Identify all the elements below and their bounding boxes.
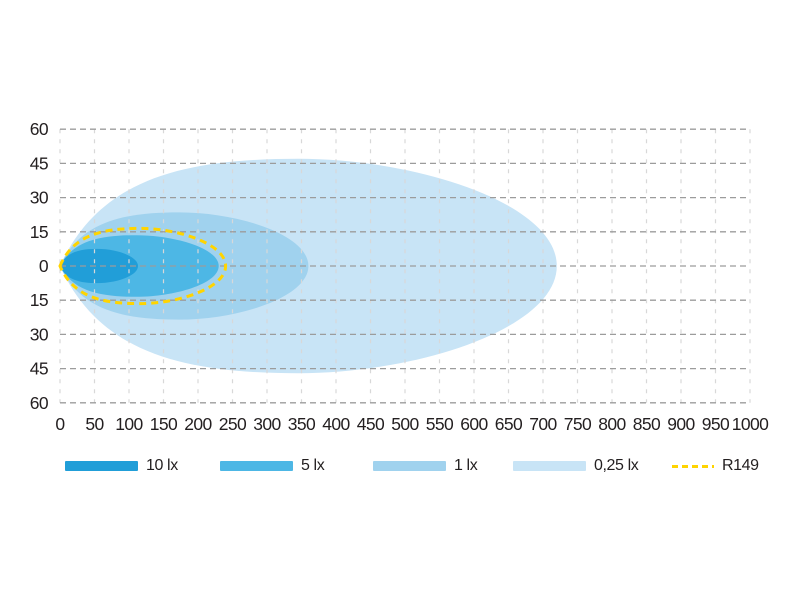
x-tick-label: 200 [184, 414, 212, 434]
x-tick-label: 0 [55, 414, 65, 434]
y-tick-label: 45 [30, 359, 48, 379]
legend-color-swatch [373, 461, 446, 471]
y-tick-label: 30 [30, 324, 49, 344]
x-tick-label: 600 [460, 414, 488, 434]
x-tick-label: 550 [426, 414, 454, 434]
legend-label: 10 lx [146, 457, 178, 474]
zone-10lx [60, 248, 138, 284]
x-tick-label: 750 [564, 414, 592, 434]
legend-color-swatch [220, 461, 293, 471]
legend-label: 5 lx [301, 457, 325, 474]
x-tick-label: 450 [357, 414, 385, 434]
x-tick-label: 800 [598, 414, 626, 434]
x-tick-label: 950 [702, 414, 730, 434]
x-tick-label: 850 [633, 414, 661, 434]
x-tick-label: 650 [495, 414, 523, 434]
y-tick-label: 30 [30, 188, 49, 208]
legend: 10 lx 5 lx 1 lx 0,25 lx R149 [0, 455, 800, 479]
x-tick-label: 300 [253, 414, 281, 434]
y-tick-label: 0 [39, 256, 49, 276]
legend-item-025lx: 0,25 lx [513, 455, 639, 477]
x-tick-label: 700 [529, 414, 557, 434]
x-tick-label: 500 [391, 414, 419, 434]
x-tick-label: 250 [219, 414, 247, 434]
legend-color-swatch [513, 461, 586, 471]
legend-item-5lx: 5 lx [220, 455, 325, 477]
chart-canvas: 0 50 100 150 200 250 300 350 400 450 500 550 600 650 7… [30, 119, 770, 434]
y-tick-label: 60 [30, 393, 49, 413]
y-tick-label: 60 [30, 119, 49, 139]
legend-color-swatch [65, 461, 138, 471]
legend-label: 1 lx [454, 457, 478, 474]
x-tick-label: 50 [85, 414, 104, 434]
legend-label: 0,25 lx [594, 457, 639, 474]
x-tick-label: 150 [150, 414, 178, 434]
y-tick-label: 45 [30, 153, 48, 173]
x-tick-label: 400 [322, 414, 350, 434]
legend-item-1lx: 1 lx [373, 455, 478, 477]
y-tick-label: 15 [30, 290, 48, 310]
legend-label: R149 [722, 457, 759, 474]
legend-item-R149: R149 [672, 455, 759, 477]
x-tick-label: 350 [288, 414, 316, 434]
legend-item-10lx: 10 lx [65, 455, 178, 477]
r149-outline [58, 226, 228, 306]
x-tick-label: 900 [667, 414, 695, 434]
x-tick-label: 100 [115, 414, 143, 434]
y-tick-label: 15 [30, 222, 48, 242]
legend-dashed-line-swatch [672, 464, 714, 468]
x-tick-label: 1000 [732, 414, 769, 434]
